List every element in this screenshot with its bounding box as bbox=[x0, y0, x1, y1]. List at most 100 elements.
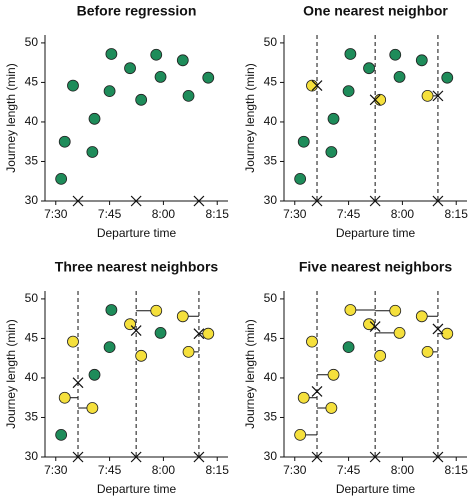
x-axis-label: Departure time bbox=[97, 482, 177, 496]
query-cross bbox=[130, 325, 142, 336]
point bbox=[88, 368, 101, 381]
x-tick-label: 8:00 bbox=[152, 207, 176, 221]
cross-stroke bbox=[369, 195, 381, 207]
point bbox=[342, 341, 355, 354]
cross-stroke bbox=[130, 325, 142, 336]
point bbox=[327, 112, 340, 125]
cross-stroke bbox=[193, 328, 205, 340]
point bbox=[202, 327, 215, 340]
point bbox=[421, 345, 434, 358]
point bbox=[327, 368, 340, 381]
point bbox=[374, 349, 387, 362]
point bbox=[105, 48, 118, 60]
x-tick-label: 7:30 bbox=[44, 207, 68, 221]
point bbox=[306, 335, 318, 348]
x-tick-label: 7:45 bbox=[337, 463, 361, 477]
cross-stroke bbox=[311, 451, 323, 463]
x-tick-label: 8:15 bbox=[445, 463, 469, 477]
cross-stroke bbox=[72, 377, 84, 389]
point bbox=[294, 428, 307, 441]
point bbox=[374, 93, 387, 106]
y-tick-label: 30 bbox=[25, 193, 39, 207]
point bbox=[294, 172, 307, 185]
point bbox=[86, 402, 99, 414]
point bbox=[344, 48, 357, 60]
x-tick-label: 7:30 bbox=[283, 207, 307, 221]
point bbox=[124, 62, 136, 75]
point bbox=[150, 48, 163, 61]
point bbox=[389, 304, 402, 317]
x-tick-label: 7:45 bbox=[98, 463, 122, 477]
cross-stroke bbox=[369, 451, 381, 463]
cross-stroke bbox=[72, 195, 84, 207]
y-axis-label: Journey length (min) bbox=[243, 319, 257, 428]
point bbox=[58, 135, 71, 148]
point bbox=[325, 402, 338, 414]
x-tick-label: 8:15 bbox=[445, 207, 469, 221]
y-tick-label: 50 bbox=[25, 35, 39, 49]
point bbox=[135, 349, 148, 362]
query-cross bbox=[311, 451, 323, 463]
point bbox=[154, 70, 167, 83]
cross-stroke bbox=[369, 321, 381, 332]
point bbox=[306, 79, 318, 92]
query-cross bbox=[432, 90, 444, 102]
point bbox=[441, 71, 454, 84]
point bbox=[55, 428, 68, 441]
point bbox=[105, 304, 118, 316]
panel: Five nearest neighbors Departure time Jour… bbox=[243, 259, 468, 496]
point bbox=[363, 318, 375, 331]
y-tick-label: 45 bbox=[264, 331, 278, 345]
panel-title: Three nearest neighbors bbox=[55, 259, 219, 275]
x-tick-label: 8:15 bbox=[206, 207, 230, 221]
x-tick-label: 8:00 bbox=[391, 463, 415, 477]
point bbox=[58, 391, 71, 404]
y-tick-label: 50 bbox=[264, 35, 278, 49]
point bbox=[55, 172, 68, 185]
y-tick-label: 40 bbox=[264, 114, 278, 128]
point bbox=[344, 304, 357, 316]
y-tick-label: 30 bbox=[264, 449, 278, 463]
panel: Three nearest neighbors Departure time Jou… bbox=[4, 259, 229, 496]
cross-stroke bbox=[311, 80, 323, 92]
cross-stroke bbox=[369, 94, 381, 106]
point bbox=[150, 304, 163, 317]
query-cross bbox=[311, 80, 323, 92]
point bbox=[421, 89, 434, 102]
y-tick-label: 40 bbox=[25, 370, 39, 384]
query-cross bbox=[369, 94, 381, 106]
point bbox=[67, 335, 79, 348]
point bbox=[103, 341, 116, 354]
point bbox=[393, 326, 406, 339]
query-cross bbox=[130, 195, 142, 207]
query-cross bbox=[432, 451, 444, 463]
y-tick-label: 50 bbox=[264, 291, 278, 305]
cross-stroke bbox=[193, 451, 205, 463]
x-tick-label: 8:15 bbox=[206, 463, 230, 477]
query-cross bbox=[432, 195, 444, 207]
query-cross bbox=[130, 451, 142, 463]
x-tick-label: 7:30 bbox=[283, 463, 307, 477]
cross-stroke bbox=[432, 195, 444, 207]
point bbox=[154, 326, 167, 339]
panel-title: One nearest neighbor bbox=[303, 3, 448, 19]
y-tick-label: 40 bbox=[264, 370, 278, 384]
cross-stroke bbox=[130, 195, 142, 207]
point bbox=[182, 345, 195, 358]
query-cross bbox=[193, 195, 205, 207]
y-tick-label: 35 bbox=[25, 154, 39, 168]
query-cross bbox=[311, 195, 323, 207]
point bbox=[297, 391, 310, 404]
query-cross bbox=[72, 451, 84, 463]
point bbox=[67, 79, 79, 92]
query-cross bbox=[72, 195, 84, 207]
point bbox=[176, 54, 189, 67]
y-tick-label: 45 bbox=[25, 75, 39, 89]
x-tick-label: 7:45 bbox=[98, 207, 122, 221]
query-cross bbox=[72, 377, 84, 389]
point bbox=[86, 146, 99, 158]
x-axis-label: Departure time bbox=[97, 226, 177, 240]
point bbox=[363, 62, 375, 75]
y-axis-label: Journey length (min) bbox=[4, 63, 18, 172]
